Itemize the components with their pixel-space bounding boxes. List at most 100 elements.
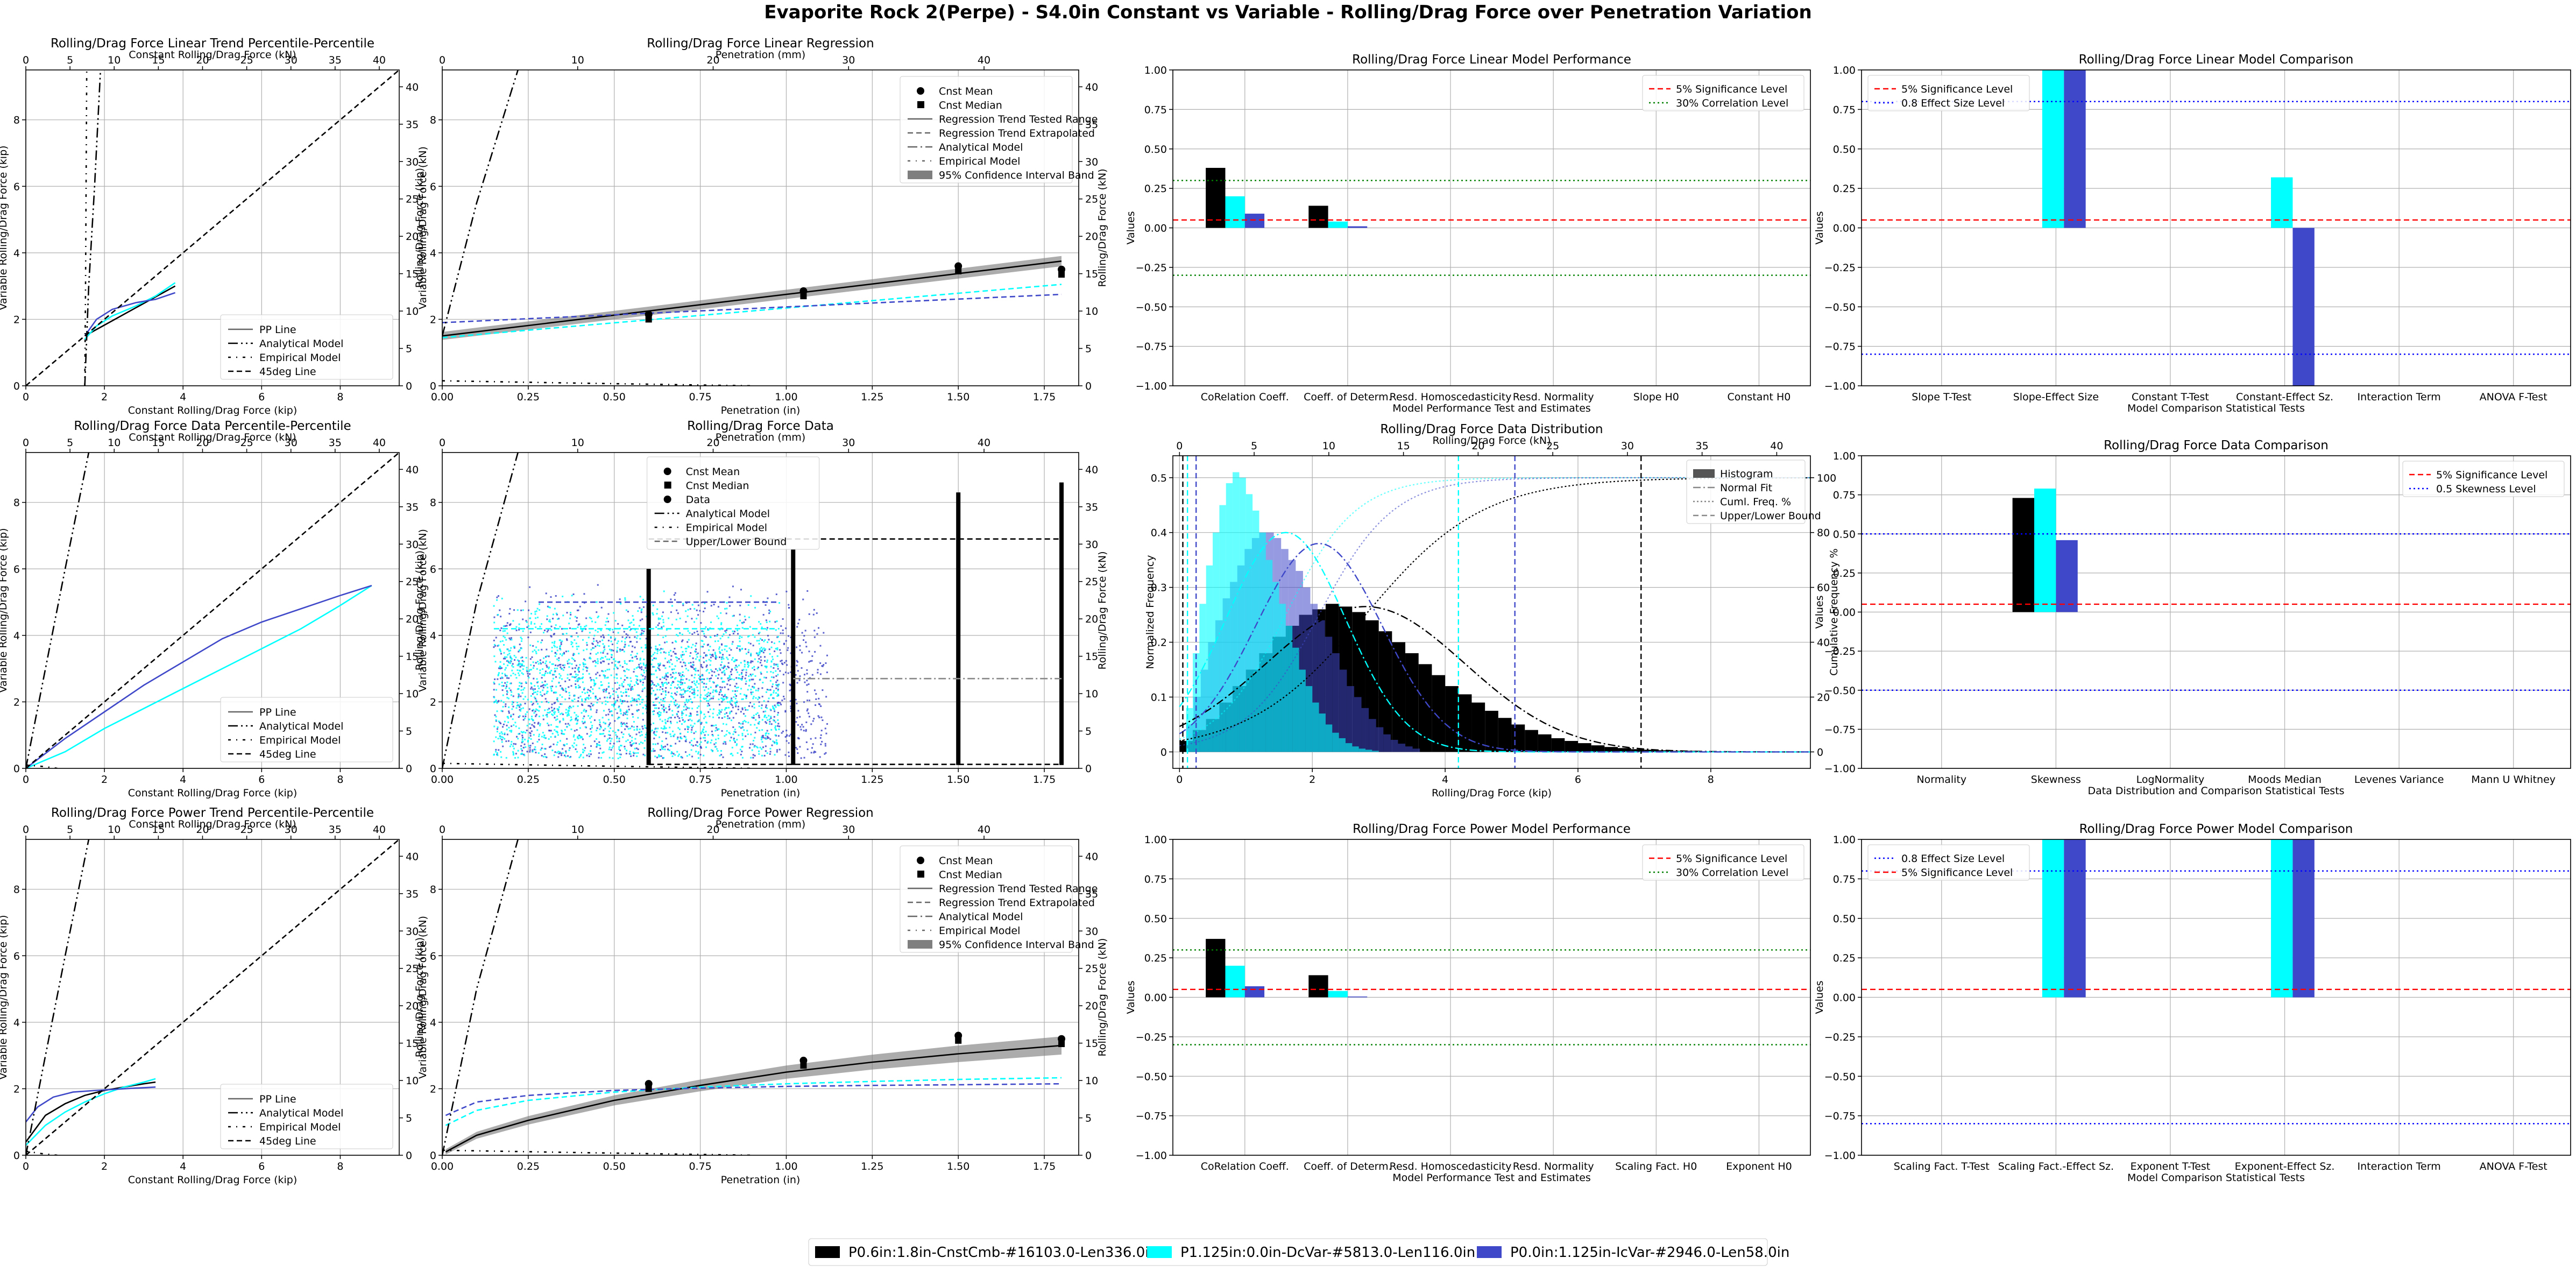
data-point <box>674 687 676 689</box>
data-point <box>625 711 627 713</box>
data-point <box>582 751 584 753</box>
data-point <box>650 673 653 675</box>
data-point <box>547 687 549 689</box>
data-point <box>530 682 532 684</box>
data-point <box>629 753 632 755</box>
data-point <box>590 691 592 693</box>
data-point <box>671 730 674 732</box>
data-point <box>565 651 567 653</box>
data-point <box>720 677 723 679</box>
data-point <box>521 738 523 740</box>
data-point <box>532 750 534 752</box>
data-point <box>573 676 575 678</box>
data-point <box>706 693 708 695</box>
data-point <box>665 707 667 709</box>
data-point <box>658 711 660 713</box>
y-tick-label: 0.00 <box>1144 992 1167 1004</box>
data-point <box>742 713 745 715</box>
data-point <box>582 673 584 675</box>
data-point <box>571 676 574 678</box>
data-point <box>568 708 570 710</box>
data-point <box>493 740 495 743</box>
legend-label: Analytical Model <box>686 508 770 520</box>
data-point <box>698 677 700 680</box>
y-axis-label: Rolling/Drag Force (kip) <box>414 937 426 1057</box>
data-point <box>582 681 584 683</box>
data-point <box>633 668 635 670</box>
data-point <box>563 652 565 654</box>
data-point <box>810 738 812 740</box>
data-point <box>707 688 710 690</box>
data-point <box>696 707 698 709</box>
data-point <box>517 738 519 740</box>
data-point <box>641 701 643 703</box>
data-point <box>522 731 525 733</box>
data-point <box>635 681 638 683</box>
data-point <box>627 727 629 730</box>
data-point <box>546 618 548 620</box>
data-point <box>796 717 798 719</box>
data-point <box>691 618 693 620</box>
series-line-4 <box>26 1150 58 1155</box>
data-point <box>556 718 558 720</box>
data-point <box>745 709 747 711</box>
data-point <box>682 696 684 698</box>
data-point <box>654 750 656 752</box>
data-point <box>731 704 733 706</box>
data-point <box>780 625 782 627</box>
data-point <box>663 726 666 729</box>
data-point <box>642 719 644 721</box>
data-point <box>714 640 717 642</box>
data-point <box>525 682 527 684</box>
data-point <box>597 672 599 674</box>
data-point <box>681 696 683 698</box>
data-point <box>721 701 723 703</box>
data-point <box>690 666 692 668</box>
data-point <box>658 716 660 718</box>
data-point <box>533 677 535 680</box>
data-point <box>553 709 555 711</box>
data-point <box>546 666 548 668</box>
data-point <box>539 626 541 628</box>
data-point <box>741 627 744 629</box>
data-point <box>636 653 638 655</box>
data-point <box>493 621 496 624</box>
data-point <box>555 664 557 666</box>
data-point <box>801 667 803 669</box>
data-point <box>593 684 596 687</box>
y2-tick-label: 35 <box>1085 501 1098 513</box>
data-point <box>537 640 539 642</box>
data-point <box>739 619 741 621</box>
data-point <box>759 648 761 650</box>
plot-frame <box>1861 69 2571 386</box>
data-point <box>705 683 707 685</box>
legend-label: Empirical Model <box>259 734 341 746</box>
data-point <box>509 745 511 747</box>
data-point <box>603 645 605 647</box>
data-point <box>612 649 614 652</box>
data-point <box>711 670 713 673</box>
data-point <box>556 613 558 616</box>
data-point <box>554 652 556 654</box>
data-point <box>499 722 501 724</box>
data-point <box>716 729 718 731</box>
histogram-bar <box>1206 565 1213 752</box>
data-point <box>726 730 728 732</box>
data-point <box>521 660 523 662</box>
data-point <box>574 739 576 741</box>
data-point <box>700 741 702 743</box>
data-point <box>656 650 659 652</box>
data-point <box>678 740 681 743</box>
data-point <box>715 668 717 670</box>
data-point <box>706 705 709 707</box>
data-point <box>514 674 516 676</box>
x2-tick-label: 15 <box>152 437 165 449</box>
data-point <box>773 719 775 721</box>
data-point <box>507 660 509 662</box>
data-point <box>539 609 541 611</box>
x2-tick-label: 5 <box>67 824 73 836</box>
data-point <box>653 732 655 734</box>
data-point <box>693 688 695 690</box>
y-tick-label: 2 <box>430 314 436 326</box>
